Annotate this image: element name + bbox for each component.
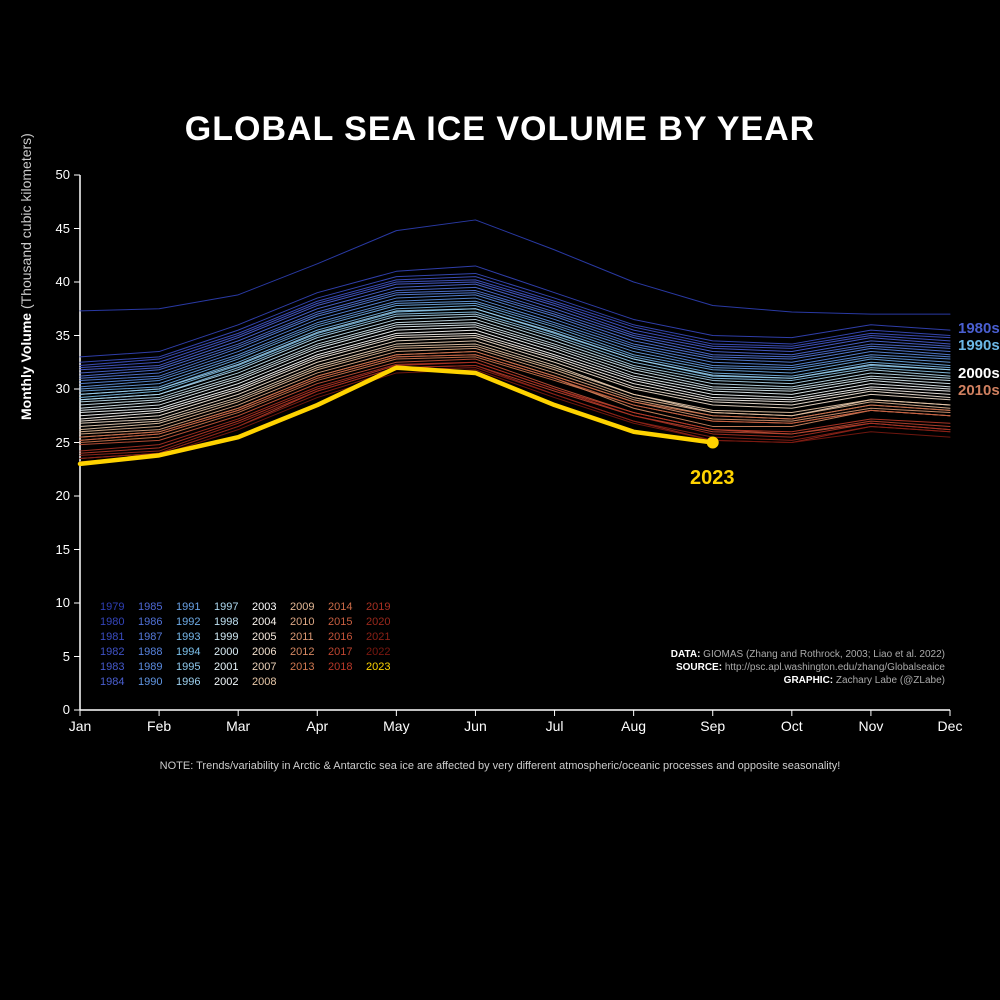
chart-container: GLOBAL SEA ICE VOLUME BY YEAR Monthly Vo… (0, 0, 1000, 1000)
chart-svg (0, 0, 1000, 1000)
highlight-year-label: 2023 (690, 467, 735, 490)
footnote: NOTE: Trends/variability in Arctic & Ant… (0, 760, 1000, 772)
